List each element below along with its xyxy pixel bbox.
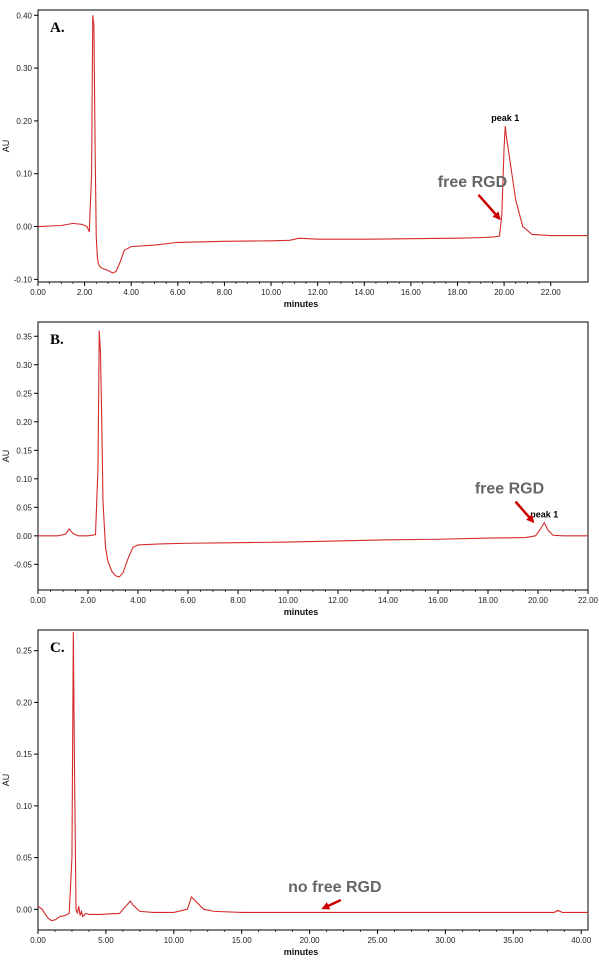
y-tick-label: 0.20: [16, 117, 32, 126]
y-tick-label: 0.10: [16, 802, 32, 811]
x-tick-label: 18.00: [447, 288, 468, 297]
x-tick-label: 0.00: [30, 936, 46, 945]
x-tick-label: 14.00: [354, 288, 375, 297]
x-tick-label: 20.00: [300, 936, 321, 945]
x-tick-label: 4.00: [130, 596, 146, 605]
x-tick-label: 12.00: [308, 288, 329, 297]
chart-panel-b: 0.00 2.00 4.00 6.00 8.00 10.00 12.00 14.00 16.00…: [1, 321, 599, 617]
y-tick-label: 0.15: [16, 750, 32, 759]
panel-label: A.: [50, 20, 65, 36]
annotation-arrow: [477, 194, 501, 221]
y-tick-label: 0.05: [16, 854, 32, 863]
y-axis-title: AU: [1, 450, 11, 463]
x-axis-title: minutes: [284, 299, 319, 309]
panel-label: C.: [50, 640, 65, 656]
y-tick-label: 0.30: [16, 64, 32, 73]
x-tick-label: 40.00: [571, 936, 592, 945]
chromatogram-trace: [37, 632, 588, 922]
y-axis-title: AU: [1, 140, 11, 153]
x-tick-label: 15.00: [232, 936, 253, 945]
x-tick-label: 8.00: [217, 288, 233, 297]
x-tick-label: 22.00: [578, 596, 599, 605]
x-tick-label: 10.00: [261, 288, 282, 297]
annotation-arrow: [321, 898, 342, 910]
annotation-text: free RGD: [438, 174, 507, 191]
y-tick-label: -0.05: [14, 560, 33, 569]
chart-panel-a: 0.00 2.00 4.00 6.00 8.00 10.00 12.00 14.00 16.00…: [1, 9, 589, 309]
annotation-text: no free RGD: [288, 879, 381, 896]
y-tick-label: 0.00: [16, 905, 32, 914]
annotation-arrow: [514, 500, 535, 524]
y-tick-label: 0.20: [16, 418, 32, 427]
y-tick-label: 0.05: [16, 503, 32, 512]
y-axis-title: AU: [1, 774, 11, 787]
y-tick-label: 0.10: [16, 475, 32, 484]
chart-panels: 0.00 2.00 4.00 6.00 8.00 10.00 12.00 14.00 16.00…: [1, 9, 599, 957]
y-tick-label: 0.00: [16, 223, 32, 232]
chromatogram-trace: [38, 330, 588, 578]
x-tick-label: 4.00: [123, 288, 139, 297]
annotation-text: free RGD: [475, 481, 544, 498]
x-tick-label: 35.00: [503, 936, 524, 945]
x-tick-label: 20.00: [494, 288, 515, 297]
x-tick-label: 10.00: [164, 936, 185, 945]
plot-frame: [37, 9, 589, 283]
y-tick-label: 0.15: [16, 446, 32, 455]
chromatogram-trace: [37, 15, 588, 274]
x-tick-label: 10.00: [278, 596, 299, 605]
x-axis-title: minutes: [284, 947, 319, 957]
panel-label: B.: [50, 332, 64, 348]
y-tick-label: 0.20: [16, 698, 32, 707]
x-tick-label: 16.00: [401, 288, 422, 297]
y-tick-label: 0.10: [16, 170, 32, 179]
plot-frame: [37, 629, 589, 931]
y-tick-label: 0.25: [16, 647, 32, 656]
x-tick-label: 6.00: [180, 596, 196, 605]
plot-frame: [37, 321, 589, 591]
x-tick-label: 6.00: [170, 288, 186, 297]
x-tick-label: 18.00: [478, 596, 499, 605]
y-tick-label: 0.25: [16, 389, 32, 398]
x-tick-label: 12.00: [328, 596, 349, 605]
x-tick-label: 8.00: [230, 596, 246, 605]
x-tick-label: 22.00: [541, 288, 562, 297]
x-tick-label: 5.00: [98, 936, 114, 945]
x-tick-label: 20.00: [528, 596, 549, 605]
y-tick-label: -0.10: [14, 275, 33, 284]
x-tick-label: 0.00: [30, 288, 46, 297]
x-tick-label: 0.00: [30, 596, 46, 605]
x-tick-label: 2.00: [80, 596, 96, 605]
peak-label: peak 1: [491, 113, 519, 123]
y-tick-label: 0.00: [16, 532, 32, 541]
y-tick-label: 0.35: [16, 332, 32, 341]
x-tick-label: 2.00: [77, 288, 93, 297]
x-tick-label: 14.00: [378, 596, 399, 605]
x-tick-label: 30.00: [435, 936, 456, 945]
x-tick-label: 25.00: [367, 936, 388, 945]
peak-label: peak 1: [530, 510, 558, 520]
y-tick-label: 0.30: [16, 361, 32, 370]
chart-panel-c: 0.00 5.00 10.00 15.00 20.00 25.00 30.00 35.00 40…: [1, 629, 592, 957]
x-axis-title: minutes: [284, 607, 319, 617]
x-tick-label: 16.00: [428, 596, 449, 605]
y-tick-label: 0.40: [16, 11, 32, 20]
